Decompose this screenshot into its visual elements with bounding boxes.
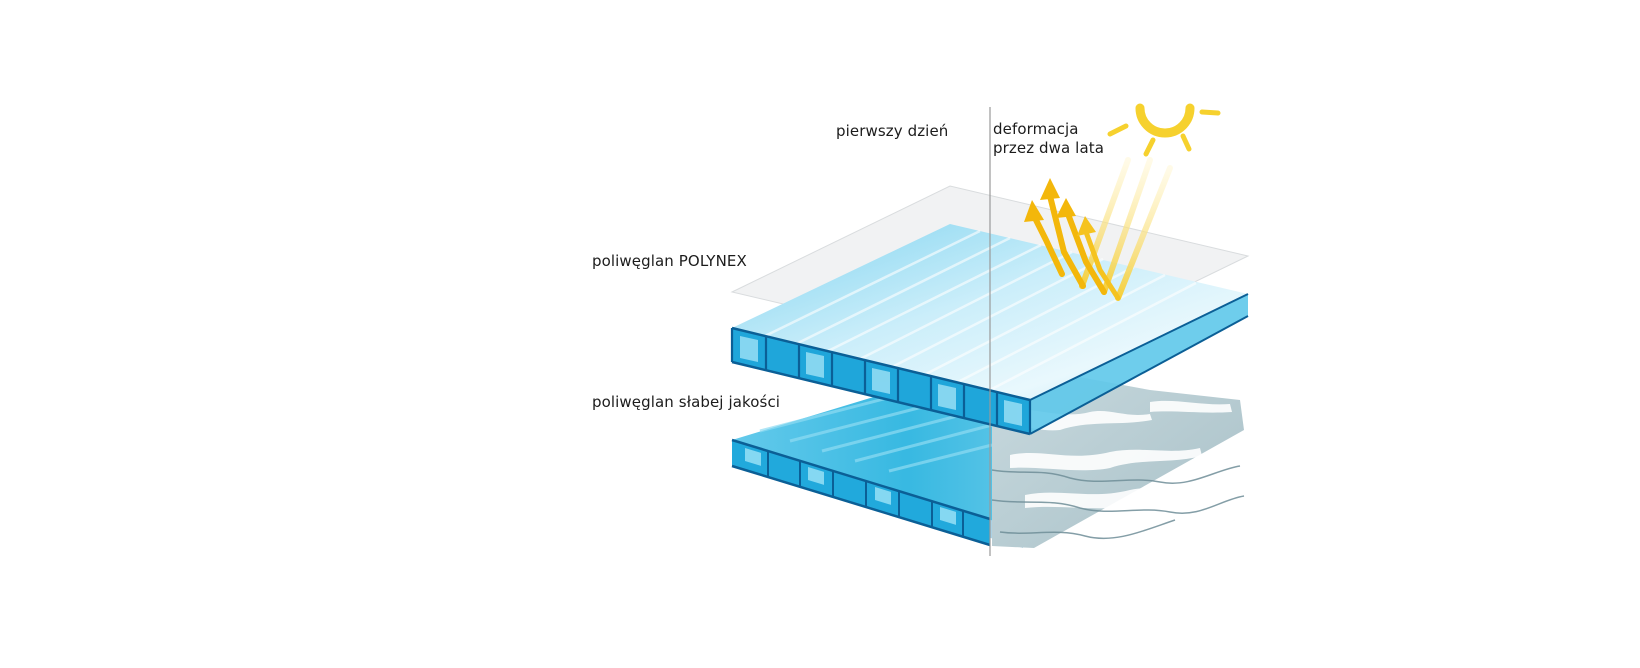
deformation-label: deformacja przez dwa lata xyxy=(993,120,1104,158)
polynex-label: poliwęglan POLYNEX xyxy=(592,252,747,270)
sunlight-rays-icon xyxy=(1024,157,1173,301)
low-sheet-front-edge xyxy=(732,440,990,545)
first-day-label: pierwszy dzień xyxy=(836,122,949,140)
deformation-label-line1: deformacja xyxy=(993,120,1079,138)
low-quality-label: poliwęglan słabej jakości xyxy=(592,393,781,411)
deformation-label-line2: przez dwa lata xyxy=(993,139,1105,157)
sun-icon xyxy=(1107,103,1221,157)
